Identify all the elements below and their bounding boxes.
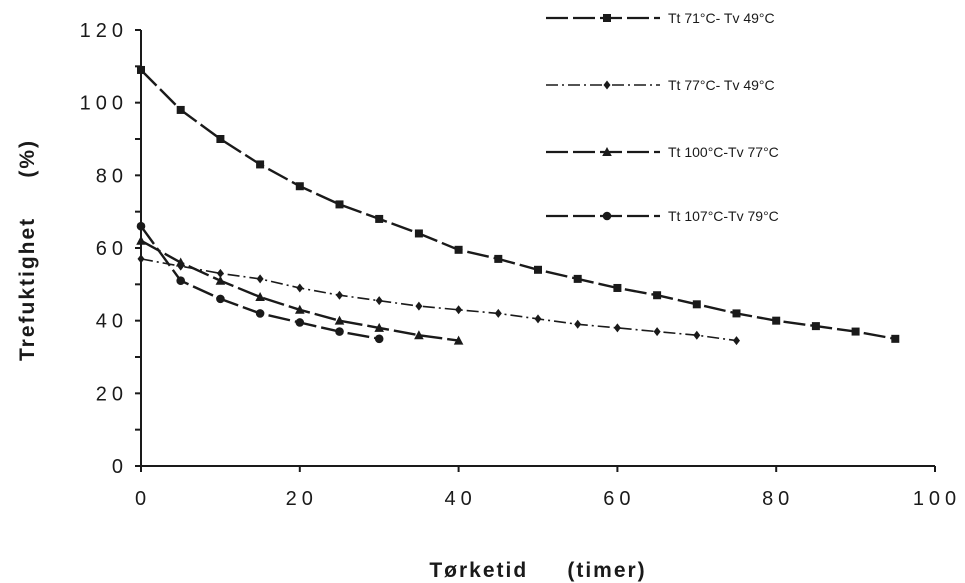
data-point (494, 308, 502, 318)
data-point (216, 268, 224, 278)
data-point (335, 327, 344, 336)
legend-label: Tt 71°C- Tv 49°C (668, 10, 775, 26)
data-point (733, 336, 740, 346)
data-point (534, 265, 542, 274)
legend-marker (602, 211, 612, 221)
legend-label: Tt 77°C- Tv 49°C (668, 77, 775, 93)
x-tick-label: 0 (135, 488, 151, 510)
data-point (732, 309, 741, 318)
y-tick-label: 100 (80, 93, 128, 115)
data-point (455, 305, 463, 315)
data-point (653, 291, 662, 300)
data-point (295, 304, 305, 314)
data-point (334, 315, 345, 325)
data-point (453, 335, 464, 345)
y-tick-label: 20 (96, 383, 128, 405)
data-point (256, 160, 265, 169)
series-line (140, 258, 737, 342)
data-point (692, 300, 701, 309)
data-point (454, 245, 463, 254)
data-point (574, 319, 582, 329)
y-tick-label: 0 (112, 456, 128, 478)
data-point (693, 330, 701, 340)
data-point (613, 323, 621, 333)
data-point (255, 309, 265, 318)
data-point (335, 200, 344, 209)
data-point (415, 301, 423, 311)
data-point (573, 274, 582, 283)
data-point (256, 274, 264, 284)
data-point (851, 327, 860, 336)
y-tick-label: 60 (96, 238, 128, 260)
y-tick-label: 80 (96, 165, 128, 187)
series-line (140, 69, 896, 340)
x-tick-label: 80 (762, 488, 794, 510)
data-point (414, 229, 423, 238)
data-point (375, 296, 383, 306)
y-tick-label: 120 (80, 20, 128, 42)
axes (140, 30, 935, 467)
data-point (613, 283, 622, 292)
data-point (414, 330, 424, 340)
legend-marker (603, 80, 611, 90)
data-point (336, 290, 343, 300)
x-tick-label: 100 (913, 488, 961, 510)
data-point (215, 275, 226, 285)
y-axis-title: Trefuktighet (%) (16, 139, 39, 361)
data-point (374, 322, 384, 332)
data-point (374, 334, 384, 344)
data-point (891, 334, 900, 343)
legend-label: Tt 107°C-Tv 79°C (668, 208, 779, 224)
x-tick-label: 60 (603, 488, 635, 510)
x-tick-label: 40 (444, 488, 476, 510)
x-tick-label: 20 (286, 488, 318, 510)
legend-label: Tt 100°C-Tv 77°C (668, 144, 779, 160)
data-point (216, 294, 225, 304)
data-point (175, 257, 186, 267)
legend-marker (602, 147, 612, 156)
data-point (216, 135, 225, 143)
data-point (494, 254, 503, 263)
data-point (176, 105, 185, 114)
data-point (811, 322, 820, 331)
data-point (176, 276, 185, 286)
data-point (375, 214, 384, 223)
data-point (296, 283, 304, 293)
ticks: 0 20 40 60 80 100 0 20 40 60 80 120 100 (80, 20, 961, 510)
data-point (534, 314, 542, 324)
data-point (653, 327, 661, 337)
data-point (295, 318, 305, 327)
data-point (255, 292, 265, 302)
legend: Tt 71°C- Tv 49°C Tt 77°C- Tv 49°C Tt 100°C… (546, 10, 779, 224)
legend-marker (603, 14, 611, 22)
data-point (295, 182, 304, 191)
y-tick-label: 40 (96, 311, 128, 333)
plot-area (136, 65, 900, 346)
x-axis-title: Tørketid (timer) (429, 559, 646, 582)
data-point (772, 316, 781, 325)
